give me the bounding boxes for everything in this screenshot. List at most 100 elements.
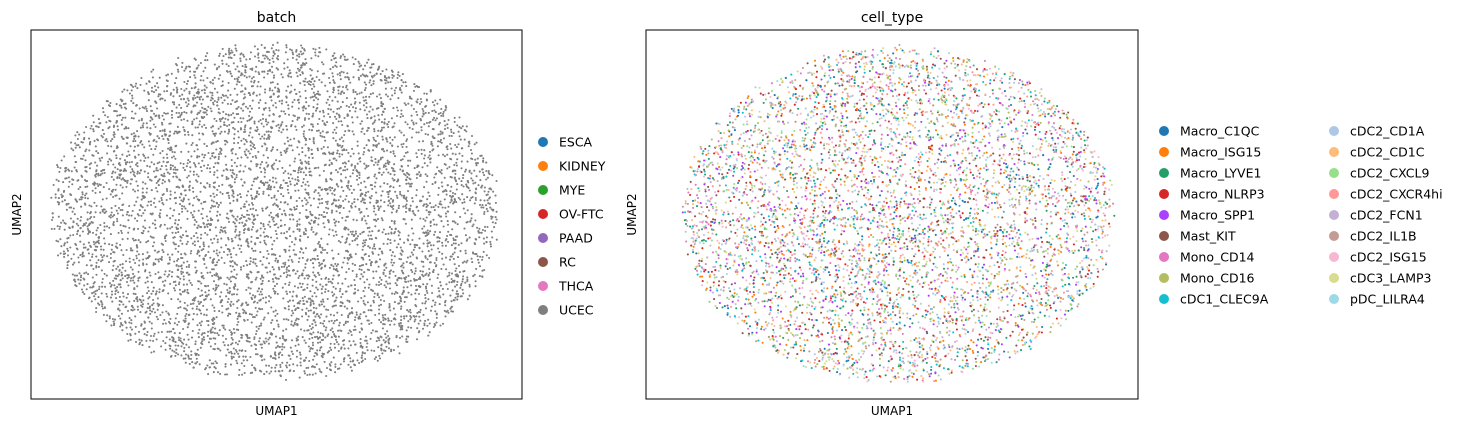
- data-point: [227, 128, 231, 131]
- data-point: [420, 100, 423, 104]
- data-point: [120, 118, 123, 122]
- data-point: [202, 241, 205, 244]
- data-point: [87, 232, 90, 235]
- data-point: [400, 84, 403, 87]
- data-point: [461, 176, 465, 180]
- data-point: [57, 240, 60, 243]
- data-point: [258, 73, 261, 76]
- data-point: [398, 277, 401, 280]
- data-point: [83, 178, 87, 182]
- data-point: [106, 255, 109, 258]
- data-point: [160, 121, 164, 124]
- data-point: [185, 312, 188, 316]
- data-point: [312, 91, 315, 94]
- data-point: [131, 168, 134, 171]
- data-point: [460, 160, 463, 163]
- data-point: [437, 193, 440, 196]
- data-point: [254, 332, 258, 336]
- data-point: [450, 272, 454, 275]
- data-point: [133, 308, 136, 311]
- data-point: [215, 316, 218, 319]
- data-point: [192, 170, 195, 173]
- data-point: [143, 209, 146, 212]
- data-point: [166, 227, 169, 230]
- data-point: [332, 137, 335, 140]
- data-point: [353, 325, 356, 328]
- data-point: [410, 104, 413, 107]
- data-point: [229, 93, 232, 96]
- data-point: [371, 247, 374, 250]
- data-point: [391, 251, 394, 254]
- data-point: [227, 238, 230, 241]
- data-point: [192, 216, 195, 219]
- data-point: [277, 356, 281, 359]
- data-point: [114, 292, 117, 296]
- data-point: [385, 93, 388, 96]
- data-point: [281, 348, 284, 351]
- data-point: [266, 249, 269, 253]
- data-point: [348, 109, 351, 112]
- data-point: [284, 250, 287, 253]
- data-point: [136, 196, 139, 199]
- data-point: [263, 342, 266, 345]
- data-point: [426, 229, 429, 232]
- data-point: [80, 288, 84, 291]
- data-point: [407, 335, 410, 338]
- data-point: [332, 88, 335, 91]
- data-point: [444, 256, 448, 259]
- data-point: [103, 171, 106, 174]
- data-point: [264, 301, 267, 304]
- data-point: [159, 313, 162, 317]
- data-point: [175, 185, 178, 189]
- data-point: [360, 120, 363, 123]
- data-point: [70, 147, 73, 150]
- data-point: [205, 113, 208, 116]
- data-point: [292, 290, 295, 293]
- data-point: [97, 302, 100, 305]
- data-point: [190, 336, 194, 339]
- data-point: [175, 106, 178, 109]
- data-point: [173, 166, 177, 169]
- data-point: [118, 114, 121, 117]
- data-point: [325, 276, 328, 279]
- data-point: [446, 275, 449, 278]
- data-point: [82, 243, 85, 246]
- data-point: [95, 150, 98, 153]
- data-point: [174, 196, 178, 199]
- data-point: [156, 107, 159, 110]
- data-point: [185, 111, 188, 114]
- data-point: [345, 104, 348, 107]
- data-point: [341, 85, 345, 89]
- data-point: [477, 231, 480, 234]
- data-point: [359, 189, 362, 192]
- data-point: [223, 282, 226, 285]
- data-point: [413, 279, 416, 282]
- data-point: [277, 226, 280, 229]
- data-point: [426, 239, 429, 242]
- data-point: [419, 319, 422, 322]
- data-point: [136, 219, 139, 222]
- data-point: [183, 169, 186, 172]
- data-point: [375, 191, 378, 194]
- data-point: [412, 89, 416, 92]
- data-point: [333, 128, 336, 131]
- data-point: [213, 76, 216, 79]
- data-point: [318, 349, 321, 352]
- data-point: [252, 143, 256, 146]
- data-point: [298, 153, 301, 156]
- data-point: [190, 143, 193, 147]
- data-point: [126, 274, 129, 277]
- data-point: [284, 261, 287, 264]
- data-point: [225, 178, 228, 181]
- data-point: [257, 120, 260, 123]
- data-point: [230, 357, 233, 360]
- data-point: [288, 354, 291, 357]
- data-point: [228, 184, 231, 187]
- data-point: [384, 233, 387, 236]
- data-point: [270, 149, 273, 152]
- data-point: [121, 238, 124, 241]
- data-point: [75, 160, 78, 164]
- data-point: [375, 340, 378, 343]
- data-point: [197, 287, 200, 290]
- data-point: [454, 238, 457, 242]
